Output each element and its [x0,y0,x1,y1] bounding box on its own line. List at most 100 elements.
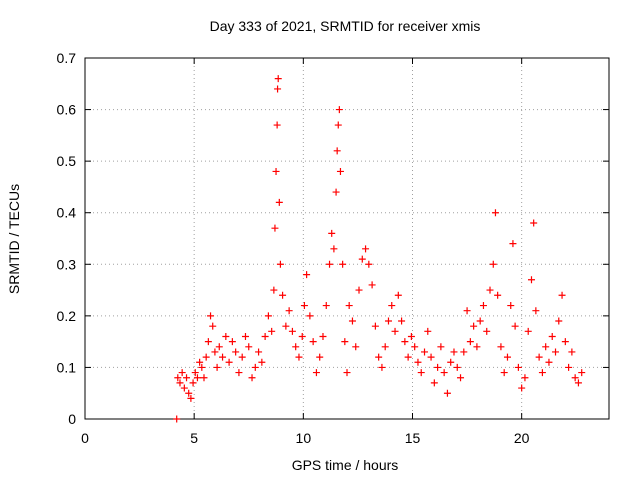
data-point [384,317,392,325]
data-point [511,322,519,330]
data-point [333,147,341,155]
data-point [251,363,259,371]
data-point [198,363,206,371]
x-tick-label: 0 [81,430,89,446]
data-point [434,363,442,371]
data-point [180,384,188,392]
data-point [555,317,563,325]
data-point [271,224,279,232]
data-point [309,338,317,346]
data-point [378,363,386,371]
data-point [486,286,494,294]
data-point [494,291,502,299]
data-point [274,85,282,93]
data-point [394,291,402,299]
data-point [196,358,204,366]
data-point [303,271,311,279]
data-point [174,374,182,382]
x-axis: 0 5 10 15 20 [81,58,530,446]
data-point [211,348,219,356]
data-point [215,343,223,351]
data-point [527,276,535,284]
y-axis: 0 0.1 0.2 0.3 0.4 0.5 0.6 0.7 [57,50,609,427]
data-point [514,363,522,371]
data-point [362,245,370,253]
data-point [407,332,415,340]
data-point [443,389,451,397]
data-point [470,322,478,330]
data-point [183,374,191,382]
data-point [453,363,461,371]
data-point [411,343,419,351]
data-point [191,369,199,377]
data-point [476,317,484,325]
data-point [298,332,306,340]
x-tick-label: 15 [405,430,421,446]
data-point [348,317,356,325]
data-point [228,338,236,346]
data-point [339,260,347,268]
data-point [568,348,576,356]
data-point [207,312,215,320]
data-point [503,353,511,361]
data-point [388,302,396,310]
data-point [479,302,487,310]
data-point [295,353,303,361]
data-point [335,106,343,114]
data-point [213,363,221,371]
y-tick-label: 0.2 [57,308,77,324]
data-point [483,327,491,335]
data-point [414,358,422,366]
data-point [437,343,445,351]
data-point [209,322,217,330]
data-point [457,374,465,382]
data-point [530,219,538,227]
data-point [381,343,389,351]
y-axis-label: SRMTID / TECUs [6,184,22,294]
data-point [491,209,499,217]
data-point [292,343,300,351]
data-point [330,245,338,253]
data-point [273,121,281,129]
data-point [535,353,543,361]
data-point [401,338,409,346]
data-point [365,260,373,268]
data-point [532,307,540,315]
data-point [248,374,256,382]
data-point [193,374,201,382]
data-point [565,363,573,371]
data-point [319,332,327,340]
data-point [178,369,186,377]
data-point [430,379,438,387]
data-point [561,338,569,346]
y-tick-label: 0.1 [57,359,77,375]
data-point [398,317,406,325]
data-point [545,358,553,366]
data-point [268,327,276,335]
data-point [235,369,243,377]
y-tick-label: 0 [68,411,76,427]
data-point [270,286,278,294]
data-point [238,353,246,361]
data-point [521,374,529,382]
data-point [421,348,429,356]
data-point [447,358,455,366]
data-point [225,358,233,366]
data-point [558,291,566,299]
data-point [417,369,425,377]
data-point [497,343,505,351]
data-point [316,353,324,361]
data-point [232,348,240,356]
x-axis-label: GPS time / hours [292,457,399,473]
data-point [489,260,497,268]
data-point [275,198,283,206]
data-point [255,348,263,356]
data-point [245,343,253,351]
y-tick-label: 0.7 [57,50,77,66]
y-tick-label: 0.5 [57,153,77,169]
data-point [552,348,560,356]
data-point [326,260,334,268]
data-point [336,167,344,175]
data-point [440,369,448,377]
